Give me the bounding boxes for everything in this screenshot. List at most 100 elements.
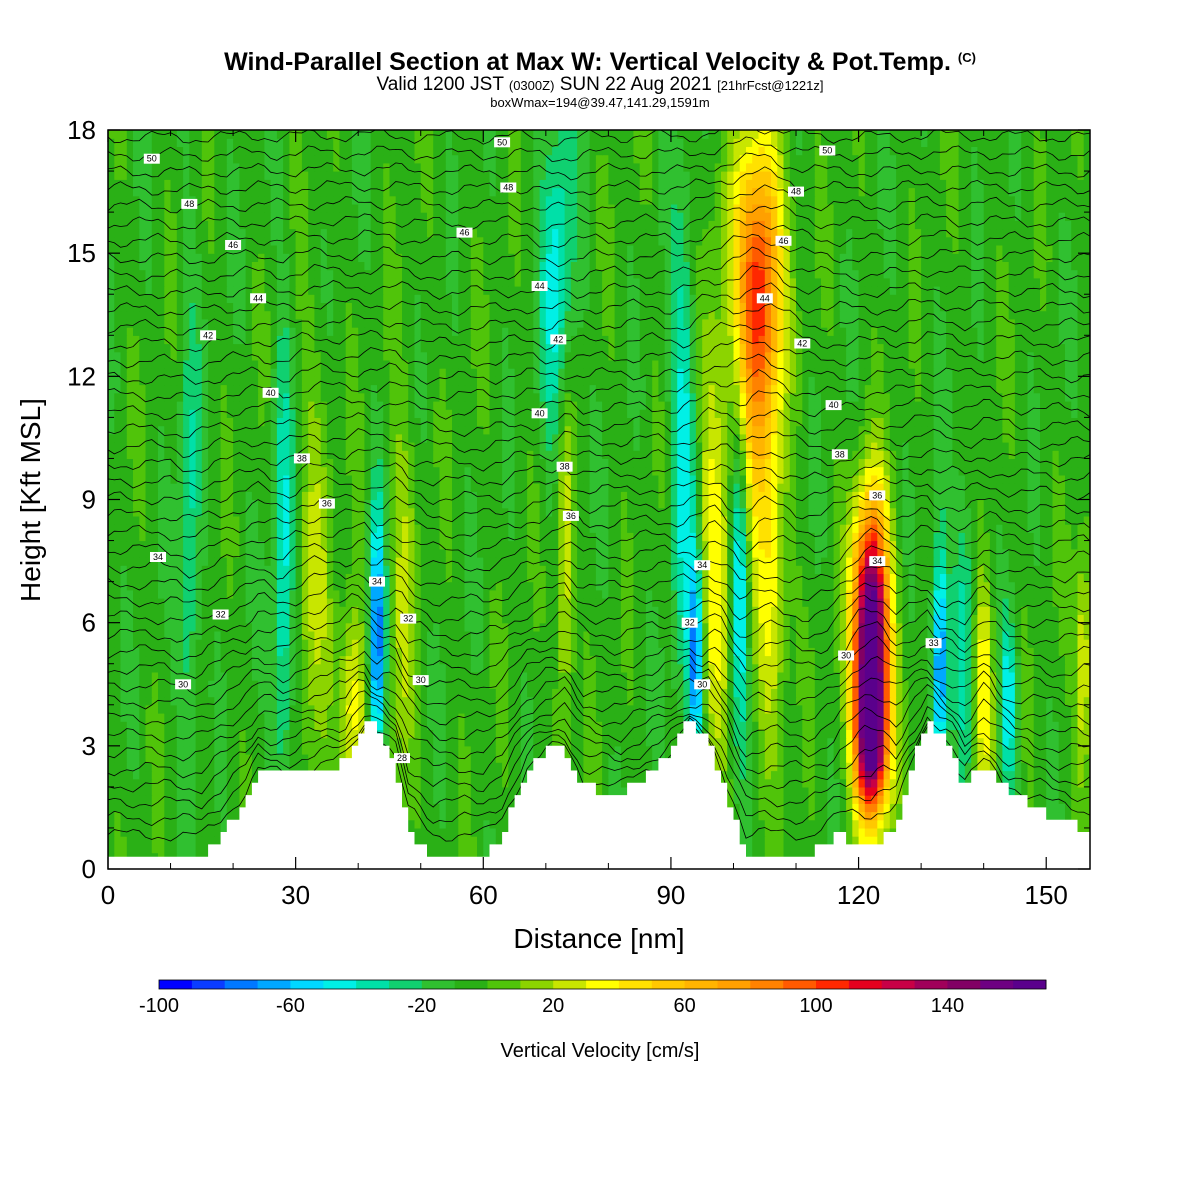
w-cell xyxy=(1027,729,1035,739)
w-cell xyxy=(652,606,660,615)
w-cell xyxy=(427,778,434,788)
w-cell xyxy=(808,721,816,730)
w-cell xyxy=(427,630,434,640)
w-cell xyxy=(683,713,691,722)
w-cell xyxy=(477,680,484,689)
w-cell xyxy=(470,836,478,845)
w-cell xyxy=(383,688,391,698)
w-cell xyxy=(552,606,559,615)
w-cell xyxy=(746,786,753,796)
w-cell xyxy=(402,688,409,698)
w-cell xyxy=(871,745,878,755)
w-cell xyxy=(439,729,447,739)
w-cell xyxy=(120,721,128,730)
w-cell xyxy=(220,639,228,648)
w-cell xyxy=(814,671,822,681)
w-cell xyxy=(602,729,609,739)
w-cell xyxy=(814,647,822,657)
w-cell xyxy=(846,770,853,780)
w-cell xyxy=(827,803,835,813)
w-cell xyxy=(1014,737,1022,747)
w-cell xyxy=(833,721,841,730)
w-cell xyxy=(702,630,710,640)
w-cell xyxy=(183,704,190,714)
w-cell xyxy=(827,827,835,837)
w-cell xyxy=(1065,795,1072,804)
w-cell xyxy=(208,729,215,739)
w-cell xyxy=(114,811,122,821)
w-cell xyxy=(208,819,215,829)
w-cell xyxy=(889,622,897,632)
w-cell xyxy=(564,606,572,615)
w-cell xyxy=(558,639,566,648)
w-cell xyxy=(220,655,228,665)
w-cell xyxy=(983,639,991,648)
w-cell xyxy=(295,663,303,673)
w-cell xyxy=(220,803,228,813)
w-cell xyxy=(833,630,841,640)
w-cell xyxy=(477,803,484,813)
w-cell xyxy=(502,647,509,657)
w-cell xyxy=(595,770,603,780)
w-cell xyxy=(120,655,128,665)
w-cell xyxy=(996,713,1004,722)
w-cell xyxy=(233,614,240,624)
w-cell xyxy=(752,647,760,657)
w-cell xyxy=(877,819,885,829)
w-cell xyxy=(1065,721,1072,730)
w-cell xyxy=(658,671,666,681)
w-cell xyxy=(264,688,272,698)
w-cell xyxy=(764,606,772,615)
w-cell xyxy=(226,696,234,706)
w-cell xyxy=(808,704,816,714)
w-cell xyxy=(520,655,528,665)
w-cell xyxy=(871,704,878,714)
w-cell xyxy=(858,729,866,739)
w-cell xyxy=(395,688,403,698)
w-cell xyxy=(639,754,647,763)
w-cell xyxy=(871,630,878,640)
w-cell xyxy=(502,786,509,796)
w-cell xyxy=(752,729,760,739)
w-cell xyxy=(1040,639,1047,648)
w-cell xyxy=(858,639,866,648)
w-cell xyxy=(1077,639,1085,648)
w-cell xyxy=(233,655,240,665)
w-cell xyxy=(520,639,528,648)
w-cell xyxy=(533,655,541,665)
w-cell xyxy=(727,770,735,780)
w-cell xyxy=(933,655,941,665)
w-cell xyxy=(639,663,647,673)
w-cell xyxy=(996,770,1004,780)
w-cell xyxy=(908,688,916,698)
w-cell xyxy=(733,778,741,788)
w-cell xyxy=(827,688,835,698)
w-cell xyxy=(802,721,810,730)
w-cell xyxy=(239,680,247,689)
w-cell xyxy=(827,630,835,640)
w-cell xyxy=(883,614,891,624)
w-cell xyxy=(814,704,822,714)
w-cell xyxy=(439,811,447,821)
w-cell xyxy=(233,803,240,813)
w-cell xyxy=(864,778,872,788)
w-cell xyxy=(314,754,322,763)
w-cell xyxy=(145,647,153,657)
w-cell xyxy=(1008,647,1016,657)
w-cell xyxy=(477,630,484,640)
w-cell xyxy=(126,795,134,804)
w-cell xyxy=(520,671,528,681)
w-cell xyxy=(1052,811,1060,821)
w-cell xyxy=(552,614,559,624)
w-cell xyxy=(452,630,459,640)
w-cell xyxy=(602,680,609,689)
w-cell xyxy=(276,754,284,763)
w-cell xyxy=(477,622,484,632)
w-cell xyxy=(1083,754,1090,763)
w-cell xyxy=(871,803,878,813)
w-cell xyxy=(864,803,872,813)
w-cell xyxy=(345,630,353,640)
w-cell xyxy=(889,655,897,665)
w-cell xyxy=(808,795,816,804)
w-cell xyxy=(977,754,985,763)
